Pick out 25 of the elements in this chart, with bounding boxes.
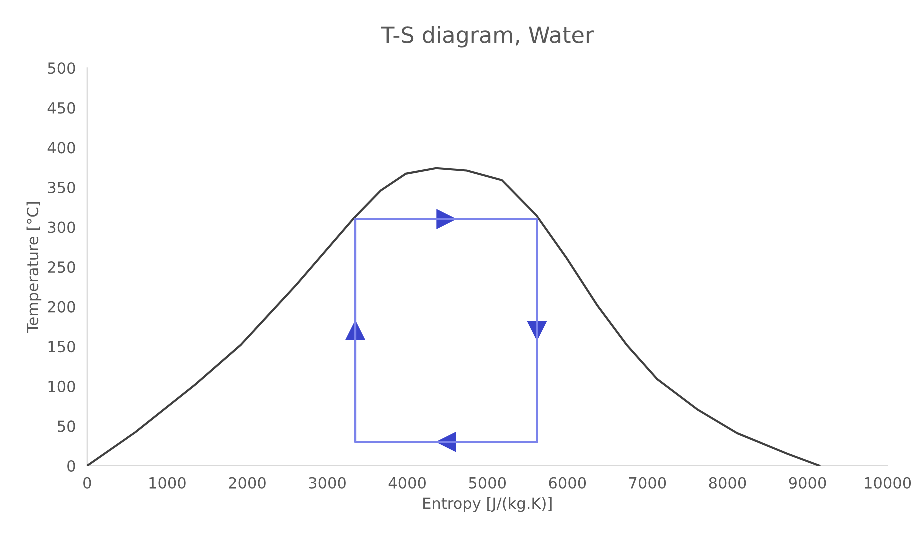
x-tick-label: 7000	[629, 477, 666, 489]
x-tick-label: 5000	[469, 477, 506, 489]
y-tick-label: 300	[48, 222, 76, 234]
y-tick-label: 100	[48, 380, 76, 392]
x-tick-label: 3000	[309, 477, 346, 489]
x-tick-label: 1000	[150, 477, 186, 489]
y-tick-label: 150	[48, 341, 76, 353]
y-tick-label: 200	[48, 301, 76, 313]
x-tick-label: 0	[84, 477, 92, 489]
x-tick-label: 6000	[549, 477, 586, 489]
chart-title: T-S diagram, Water	[381, 26, 594, 48]
y-tick-label: 350	[48, 182, 76, 194]
x-tick-label: 10000	[865, 477, 912, 489]
y-tick-label: 400	[48, 142, 76, 154]
y-tick-label: 450	[48, 102, 76, 114]
y-tick-label: 500	[48, 62, 76, 74]
x-tick-label: 8000	[709, 477, 746, 489]
y-axis-title: Temperature [°C]	[26, 202, 42, 334]
x-tick-label: 2000	[229, 477, 266, 489]
y-tick-label: 50	[58, 420, 76, 432]
x-tick-label: 9000	[789, 477, 826, 489]
y-tick-label: 250	[48, 262, 76, 274]
x-axis-title: Entropy [J/(kg.K)]	[424, 497, 552, 512]
y-tick-label: 0	[68, 460, 76, 472]
x-tick-label: 4000	[388, 477, 426, 489]
